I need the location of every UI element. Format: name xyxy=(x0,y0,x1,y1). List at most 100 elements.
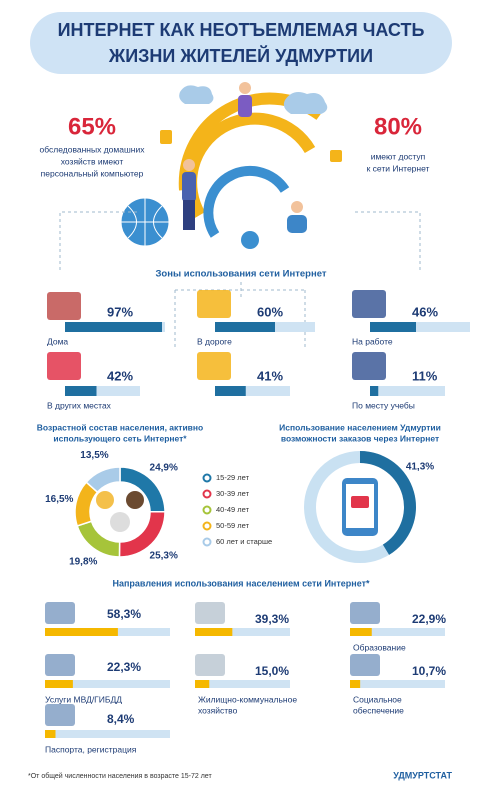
bar-track xyxy=(45,730,170,738)
direction-value: 10,7% xyxy=(412,664,446,678)
illustration xyxy=(120,82,342,249)
title: ЖИЗНИ ЖИТЕЛЕЙ УДМУРТИИ xyxy=(108,45,373,66)
title: ИНТЕРНЕТ КАК НЕОТЪЕМЛЕМАЯ ЧАСТЬ xyxy=(58,20,425,40)
connector xyxy=(355,211,421,270)
zone-value: 11% xyxy=(412,368,438,383)
segment-label: 24,9% xyxy=(150,463,178,474)
zone-value: 41% xyxy=(257,368,283,383)
bar xyxy=(215,386,246,396)
stat-text: обследованных домашних xyxy=(40,144,146,154)
bar-track xyxy=(350,680,445,688)
bar xyxy=(195,628,233,636)
faces xyxy=(110,512,130,532)
direction-label: Образование xyxy=(353,642,406,652)
legend-marker xyxy=(202,473,212,483)
stat-text: хозяйств имеют xyxy=(61,156,124,166)
stat-text: персональный компьютер xyxy=(41,168,144,178)
direction-value: 39,3% xyxy=(255,612,289,626)
zone-label: Дома xyxy=(47,336,68,346)
direction-value: 22,9% xyxy=(412,612,446,626)
icon xyxy=(197,352,231,380)
stat-value: 80% xyxy=(374,113,422,140)
direction-label: Социальное xyxy=(353,694,402,704)
segment-label: 13,5% xyxy=(80,450,108,461)
age-title: Возрастной состав населения, активно xyxy=(37,422,203,432)
legend-label: 50-59 лет xyxy=(216,521,250,530)
zone-value: 42% xyxy=(107,368,133,383)
icon xyxy=(352,290,386,318)
bar xyxy=(65,386,97,396)
icon xyxy=(47,352,81,380)
direction-label: Паспорта, регистрация xyxy=(45,744,137,754)
direction-label: Услуги МВД/ГИБДД xyxy=(45,694,122,704)
bar-track xyxy=(370,322,470,332)
bar xyxy=(350,628,372,636)
icon xyxy=(47,292,81,320)
bar-track xyxy=(45,680,170,688)
donut-segment xyxy=(119,466,166,513)
icon xyxy=(197,290,231,318)
icon xyxy=(45,602,75,624)
direction-label: Жилищно-коммунальное xyxy=(198,694,297,704)
zones-title: Зоны использования сети Интернет xyxy=(155,269,326,280)
donut-segment xyxy=(360,451,417,555)
segment-label: 16,5% xyxy=(45,494,73,505)
stat-text: к сети Интернет xyxy=(367,163,430,173)
zone-label: По месту учебы xyxy=(352,400,415,410)
bar-track xyxy=(350,628,445,636)
direction-label: обеспечение xyxy=(353,705,404,715)
title-box xyxy=(30,12,452,74)
direction-label: хозяйство xyxy=(198,705,238,715)
icon xyxy=(195,654,225,676)
orders-title: возможности заказов через Интернет xyxy=(281,433,439,443)
zone-label: В других местах xyxy=(47,400,112,410)
direction-value: 58,3% xyxy=(107,607,141,621)
legend-label: 15-29 лет xyxy=(216,473,250,482)
bar-track xyxy=(370,386,445,396)
footnote: *От общей численности населения в возрас… xyxy=(28,772,212,780)
legend-marker xyxy=(202,537,212,547)
zone-value: 46% xyxy=(412,304,438,319)
bar xyxy=(45,628,118,636)
icon xyxy=(350,602,380,624)
stat-text: имеют доступ xyxy=(371,151,426,161)
bar-track xyxy=(195,628,290,636)
legend-label: 60 лет и старше xyxy=(216,537,272,546)
zone-label: В дороге xyxy=(197,336,232,346)
faces xyxy=(126,491,144,509)
connector xyxy=(174,282,306,350)
bar-track xyxy=(195,680,290,688)
cart xyxy=(351,496,369,508)
zone-value: 60% xyxy=(257,304,283,319)
icon xyxy=(352,352,386,380)
directions-title: Направления использования населением сет… xyxy=(112,578,370,588)
bar xyxy=(370,322,416,332)
bar-track xyxy=(65,386,140,396)
legend-marker xyxy=(202,489,212,499)
bar xyxy=(370,386,379,396)
stat-value: 65% xyxy=(68,113,116,140)
bar xyxy=(195,680,210,688)
direction-value: 15,0% xyxy=(255,664,289,678)
segment-label: 25,3% xyxy=(150,551,178,562)
icon xyxy=(350,654,380,676)
direction-value: 8,4% xyxy=(107,712,135,726)
zone-value: 97% xyxy=(107,304,133,319)
segment-label: 19,8% xyxy=(69,557,97,568)
bar xyxy=(45,680,73,688)
legend-marker xyxy=(202,521,212,531)
icon xyxy=(195,602,225,624)
faces xyxy=(96,491,114,509)
legend-marker xyxy=(202,505,212,515)
age-title: использующего сеть Интернет* xyxy=(53,433,187,443)
legend-label: 30-39 лет xyxy=(216,489,250,498)
bar xyxy=(45,730,56,738)
icon xyxy=(45,654,75,676)
orders-label: 41,3% xyxy=(406,462,434,473)
bar xyxy=(65,322,162,332)
connector xyxy=(59,211,140,270)
brand: УДМУРТСТАТ xyxy=(393,770,452,780)
icon xyxy=(45,704,75,726)
bar xyxy=(215,322,275,332)
